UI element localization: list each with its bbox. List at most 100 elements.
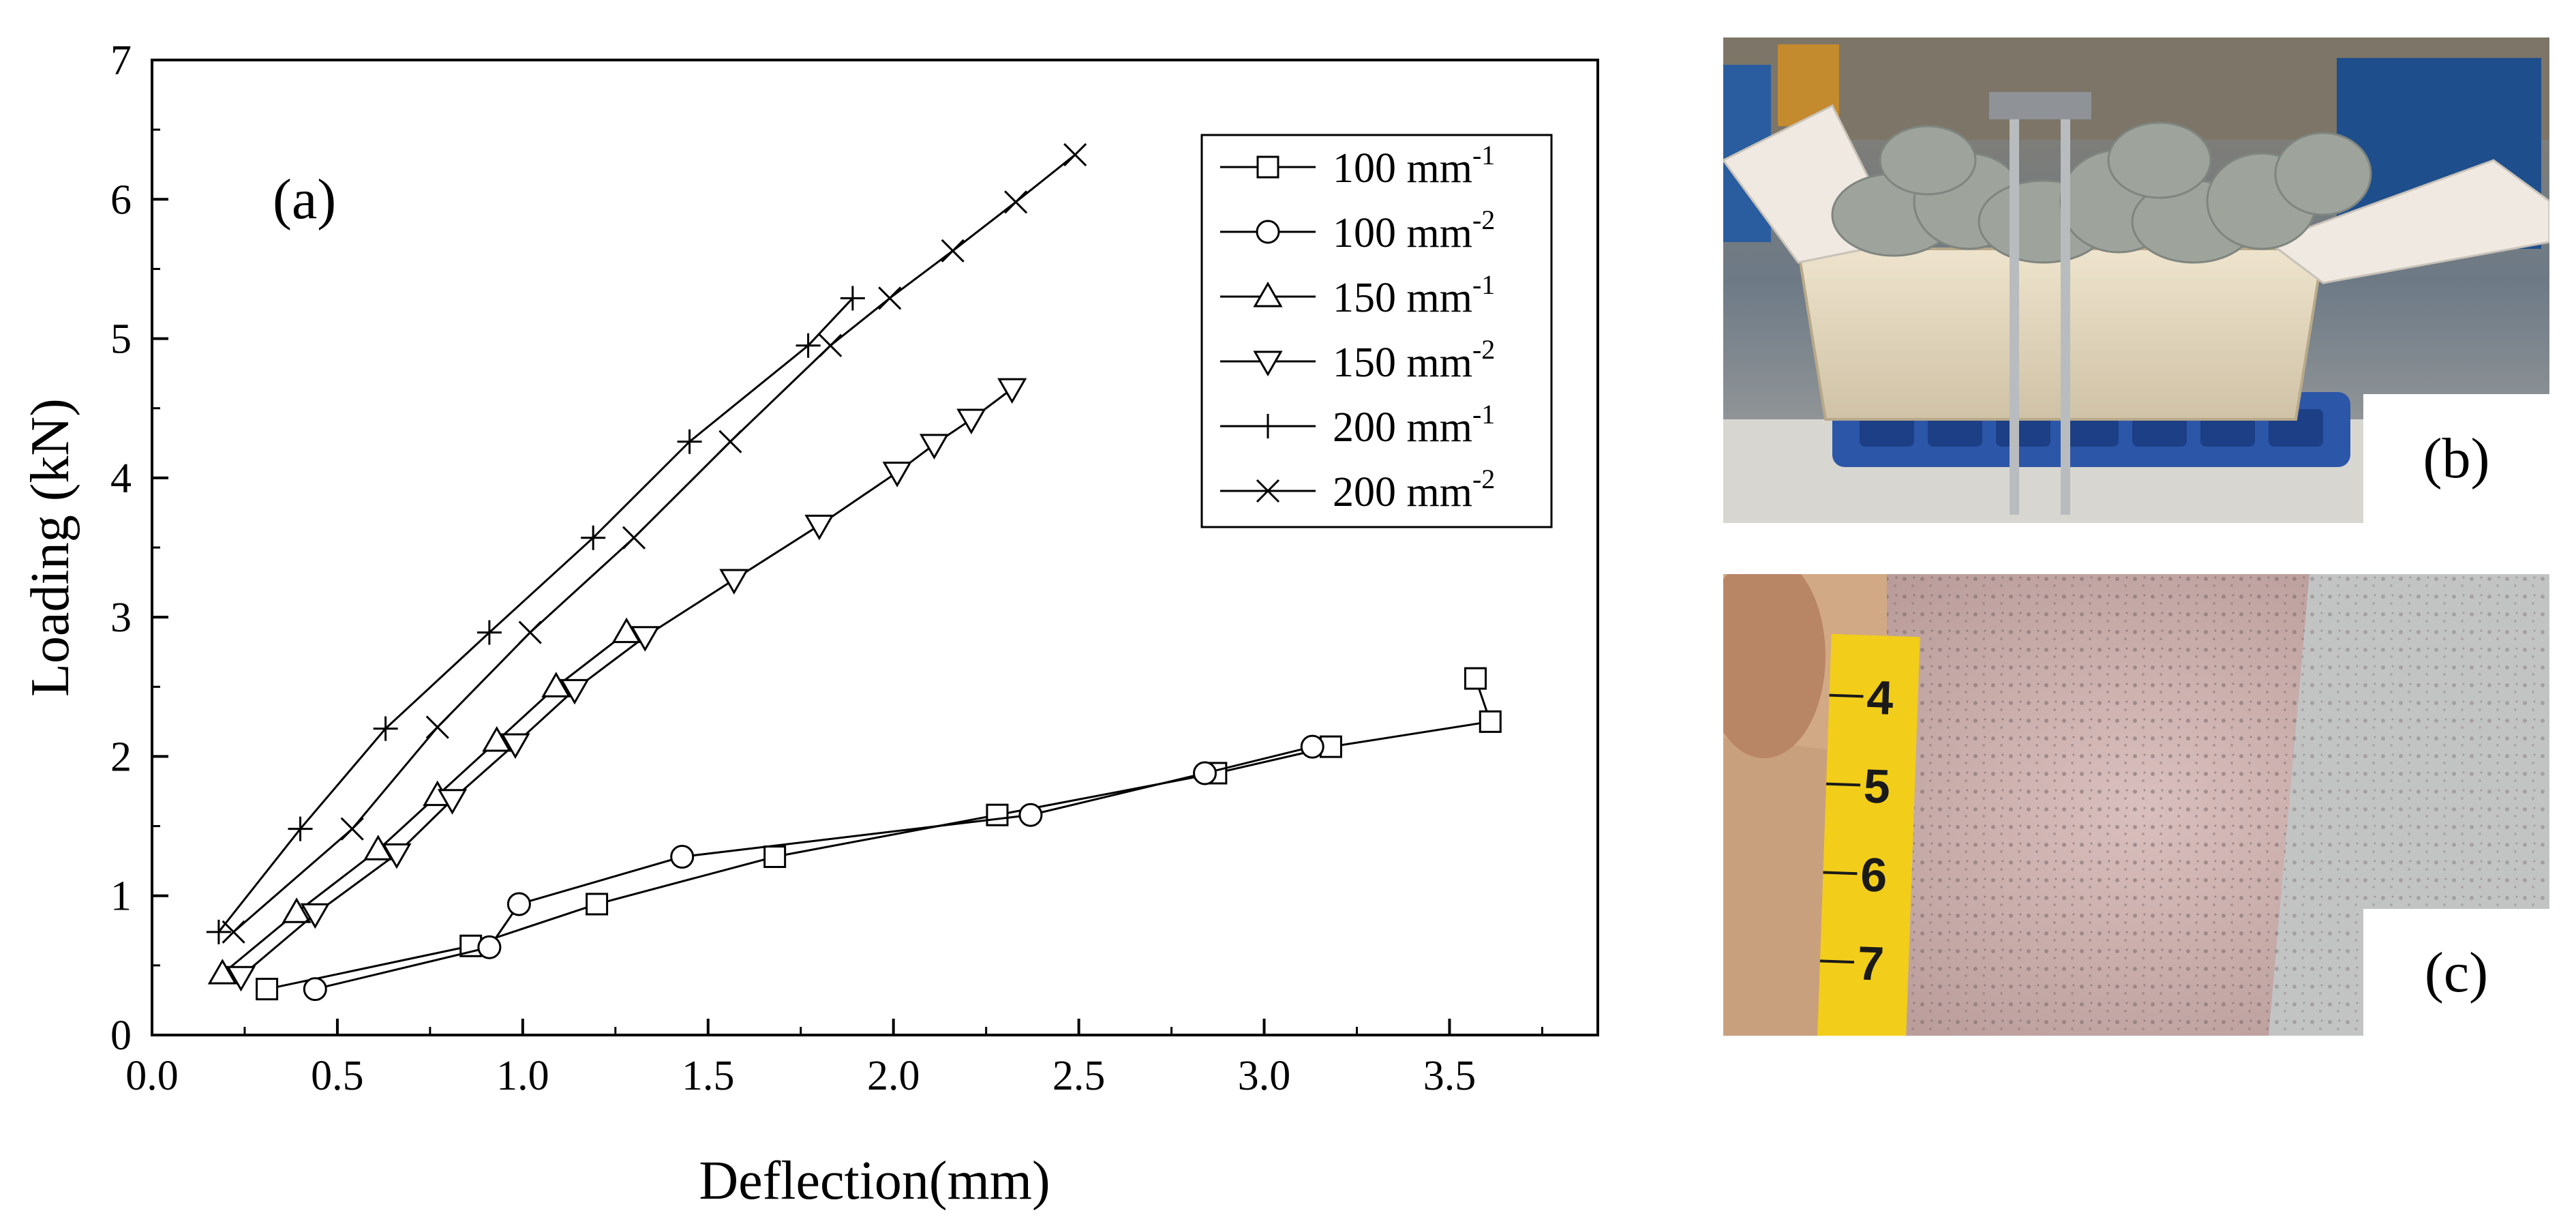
- data-point: [1018, 803, 1043, 827]
- data-point: [482, 725, 512, 752]
- legend-label: 100 mm-2: [1333, 205, 1495, 256]
- data-point: [878, 286, 902, 310]
- series-layer: [206, 143, 1502, 1002]
- data-point: [840, 286, 865, 311]
- data-point: [226, 965, 256, 992]
- series-line: [314, 745, 1313, 991]
- x-tick-label: 0.5: [311, 1053, 364, 1099]
- y-tick-label: 6: [110, 177, 132, 223]
- data-point: [256, 978, 279, 1001]
- x-tick-label: 1.0: [496, 1053, 549, 1099]
- data-point: [282, 897, 312, 923]
- data-point: [804, 514, 834, 541]
- legend-label: 100 mm-1: [1333, 140, 1495, 192]
- legend-label-sup: -2: [1472, 205, 1495, 235]
- data-point: [763, 845, 787, 869]
- y-tick-label: 3: [110, 595, 132, 641]
- data-point: [288, 816, 313, 841]
- legend-label: 200 mm-2: [1333, 464, 1495, 515]
- legend-label-base: 200 mm: [1333, 404, 1472, 451]
- tape-mark-6: 6: [1860, 848, 1888, 901]
- y-tick-label: 7: [110, 38, 132, 84]
- series-4: [226, 378, 1027, 992]
- x-tick-label: 0.0: [125, 1053, 179, 1099]
- series-5: [206, 286, 865, 944]
- legend-marker: [1256, 220, 1280, 244]
- data-point: [719, 569, 749, 595]
- legend-entry-2: 100 mm-2: [1220, 205, 1495, 256]
- data-point: [919, 434, 950, 460]
- data-point: [207, 959, 237, 985]
- data-point: [506, 892, 531, 916]
- data-point: [718, 430, 742, 453]
- data-point: [300, 903, 330, 929]
- tape-mark-7: 7: [1857, 936, 1885, 990]
- data-point: [382, 843, 412, 869]
- x-tick-label: 2.0: [867, 1053, 920, 1099]
- legend-entry-1: 100 mm-1: [1220, 140, 1495, 192]
- legend-entry-3: 150 mm-1: [1220, 269, 1495, 321]
- data-point: [541, 672, 571, 698]
- y-tick-label: 1: [110, 873, 132, 920]
- legend-label-sup: -1: [1472, 269, 1495, 300]
- data-point: [882, 462, 912, 488]
- panel-label-c: (c): [2363, 909, 2549, 1036]
- y-axis-label: Loading (kN): [20, 398, 80, 697]
- tape-mark-5: 5: [1863, 760, 1892, 813]
- axis-ticks: [151, 59, 1543, 1036]
- tape-mark-4: 4: [1866, 671, 1894, 725]
- data-point: [611, 617, 641, 644]
- series-3: [207, 617, 641, 985]
- data-point: [363, 835, 393, 860]
- y-tick-label: 4: [110, 455, 132, 502]
- data-point: [941, 239, 965, 263]
- data-point: [670, 845, 695, 869]
- data-point: [1464, 667, 1487, 690]
- data-point: [630, 626, 660, 652]
- legend-label-base: 150 mm: [1333, 340, 1472, 386]
- data-point: [1193, 761, 1217, 785]
- deflection-loading-chart: 0.0 0.5 1.0 1.5 2.0 2.5 3.0 3.5 0 1 2 3 4 5 6 7 Deflec…: [20, 38, 1599, 1211]
- data-point: [795, 333, 821, 358]
- series-2: [303, 734, 1324, 1002]
- legend-label: 200 mm-1: [1333, 399, 1495, 451]
- series-line: [232, 153, 1076, 933]
- legend-label-sup: -1: [1472, 399, 1495, 430]
- legend-label-sup: -2: [1472, 334, 1495, 365]
- data-point: [1300, 734, 1324, 759]
- y-tick-label: 2: [110, 734, 132, 780]
- series-6: [222, 143, 1087, 944]
- x-tick-labels: 0.0 0.5 1.0 1.5 2.0 2.5 3.0 3.5: [125, 1053, 1476, 1099]
- legend-entry-6: 200 mm-2: [1220, 464, 1495, 515]
- data-point: [477, 935, 502, 959]
- legend-marker: [1256, 155, 1279, 179]
- panel-label-a: (a): [273, 168, 336, 231]
- y-tick-labels: 0 1 2 3 4 5 6 7: [110, 38, 132, 1059]
- series-1: [256, 667, 1502, 1001]
- legend-label: 150 mm-2: [1333, 334, 1495, 386]
- x-axis-label: Deflection(mm): [699, 1151, 1050, 1211]
- panel-label-b: (b): [2363, 394, 2549, 523]
- legend-label: 150 mm-1: [1333, 269, 1495, 321]
- x-tick-label: 3.5: [1423, 1053, 1476, 1099]
- data-point: [1004, 190, 1028, 214]
- data-point: [437, 789, 468, 815]
- data-point: [622, 526, 646, 550]
- data-point: [222, 920, 245, 944]
- y-tick-label: 0: [110, 1013, 132, 1059]
- legend-marker: [1253, 281, 1283, 308]
- data-point: [340, 817, 364, 841]
- x-tick-label: 3.0: [1238, 1053, 1291, 1099]
- data-point: [677, 429, 702, 454]
- data-point: [1063, 143, 1087, 166]
- series-line: [217, 297, 853, 933]
- data-point: [425, 715, 449, 739]
- data-point: [303, 977, 327, 1002]
- y-tick-label: 5: [110, 316, 132, 363]
- legend-entry-5: 200 mm-1: [1220, 399, 1495, 451]
- data-point: [819, 333, 843, 357]
- legend-label-sup: -2: [1472, 464, 1495, 494]
- legend-label-base: 150 mm: [1333, 275, 1472, 321]
- data-point: [560, 678, 590, 705]
